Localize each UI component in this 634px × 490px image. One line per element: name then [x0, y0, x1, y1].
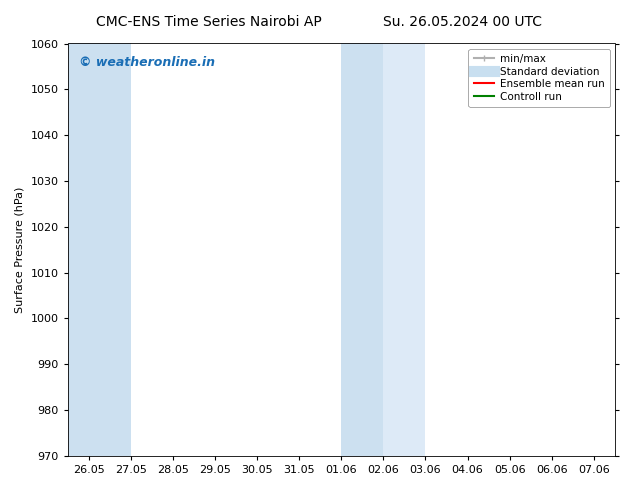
Bar [384, 44, 425, 456]
Bar [341, 44, 384, 456]
Text: © weatheronline.in: © weatheronline.in [79, 56, 215, 69]
Legend: min/max, Standard deviation, Ensemble mean run, Controll run: min/max, Standard deviation, Ensemble me… [469, 49, 610, 107]
Text: CMC-ENS Time Series Nairobi AP: CMC-ENS Time Series Nairobi AP [96, 15, 322, 29]
Bar [68, 44, 131, 456]
Y-axis label: Surface Pressure (hPa): Surface Pressure (hPa) [15, 187, 25, 313]
Text: Su. 26.05.2024 00 UTC: Su. 26.05.2024 00 UTC [384, 15, 542, 29]
